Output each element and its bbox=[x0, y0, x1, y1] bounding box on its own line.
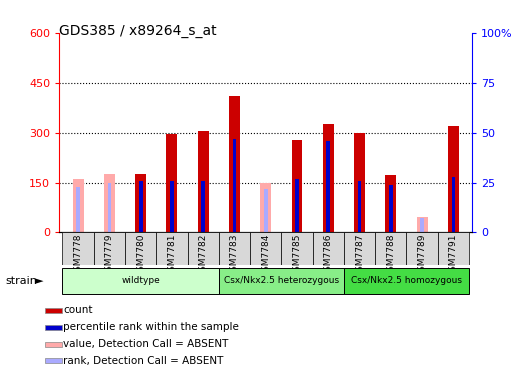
Bar bbox=[198, 131, 208, 232]
Bar bbox=[264, 188, 268, 232]
FancyBboxPatch shape bbox=[344, 268, 469, 294]
Bar bbox=[170, 180, 174, 232]
Bar bbox=[139, 180, 142, 232]
Text: GSM7791: GSM7791 bbox=[449, 234, 458, 277]
FancyBboxPatch shape bbox=[407, 232, 438, 265]
Bar bbox=[229, 96, 240, 232]
FancyBboxPatch shape bbox=[219, 268, 344, 294]
Text: count: count bbox=[63, 306, 93, 315]
FancyBboxPatch shape bbox=[375, 232, 407, 265]
Text: GSM7781: GSM7781 bbox=[167, 234, 176, 277]
FancyBboxPatch shape bbox=[313, 232, 344, 265]
Bar bbox=[385, 175, 396, 232]
Text: GSM7784: GSM7784 bbox=[261, 234, 270, 277]
Bar bbox=[201, 180, 205, 232]
Text: GSM7783: GSM7783 bbox=[230, 234, 239, 277]
Bar bbox=[323, 124, 334, 232]
Text: GSM7788: GSM7788 bbox=[386, 234, 395, 277]
FancyBboxPatch shape bbox=[125, 232, 156, 265]
Text: percentile rank within the sample: percentile rank within the sample bbox=[63, 322, 239, 332]
Bar bbox=[292, 140, 302, 232]
Bar bbox=[354, 133, 365, 232]
FancyBboxPatch shape bbox=[438, 232, 469, 265]
Text: GSM7780: GSM7780 bbox=[136, 234, 145, 277]
Bar bbox=[260, 183, 271, 232]
Text: GSM7782: GSM7782 bbox=[199, 234, 208, 277]
Text: GSM7785: GSM7785 bbox=[293, 234, 301, 277]
FancyBboxPatch shape bbox=[94, 232, 125, 265]
Bar bbox=[135, 174, 146, 232]
Bar bbox=[45, 325, 62, 330]
Bar bbox=[107, 183, 111, 232]
Bar bbox=[45, 358, 62, 363]
Text: value, Detection Call = ABSENT: value, Detection Call = ABSENT bbox=[63, 339, 229, 349]
Text: GSM7779: GSM7779 bbox=[105, 234, 114, 277]
Text: GDS385 / x89264_s_at: GDS385 / x89264_s_at bbox=[59, 24, 217, 38]
Bar bbox=[104, 174, 115, 232]
Bar bbox=[73, 179, 84, 232]
Bar bbox=[233, 139, 236, 232]
Bar bbox=[358, 180, 361, 232]
FancyBboxPatch shape bbox=[62, 232, 94, 265]
Bar bbox=[76, 187, 80, 232]
Bar bbox=[45, 342, 62, 347]
Text: ►: ► bbox=[35, 276, 43, 286]
Text: GSM7786: GSM7786 bbox=[324, 234, 333, 277]
FancyBboxPatch shape bbox=[281, 232, 313, 265]
FancyBboxPatch shape bbox=[344, 232, 375, 265]
Text: Csx/Nkx2.5 homozygous: Csx/Nkx2.5 homozygous bbox=[351, 276, 462, 285]
Text: GSM7778: GSM7778 bbox=[74, 234, 83, 277]
Text: strain: strain bbox=[5, 276, 37, 286]
Text: Csx/Nkx2.5 heterozygous: Csx/Nkx2.5 heterozygous bbox=[224, 276, 339, 285]
FancyBboxPatch shape bbox=[156, 232, 187, 265]
Text: rank, Detection Call = ABSENT: rank, Detection Call = ABSENT bbox=[63, 356, 223, 366]
FancyBboxPatch shape bbox=[250, 232, 281, 265]
Text: GSM7787: GSM7787 bbox=[355, 234, 364, 277]
Text: wildtype: wildtype bbox=[121, 276, 160, 285]
FancyBboxPatch shape bbox=[219, 232, 250, 265]
Bar bbox=[327, 141, 330, 232]
Bar bbox=[420, 219, 424, 232]
Bar bbox=[416, 217, 428, 232]
FancyBboxPatch shape bbox=[62, 268, 219, 294]
Bar bbox=[167, 134, 178, 232]
Bar bbox=[452, 176, 455, 232]
Text: GSM7789: GSM7789 bbox=[417, 234, 427, 277]
Bar bbox=[295, 179, 299, 232]
Bar bbox=[448, 126, 459, 232]
Bar bbox=[45, 308, 62, 313]
Bar bbox=[389, 184, 393, 232]
FancyBboxPatch shape bbox=[187, 232, 219, 265]
